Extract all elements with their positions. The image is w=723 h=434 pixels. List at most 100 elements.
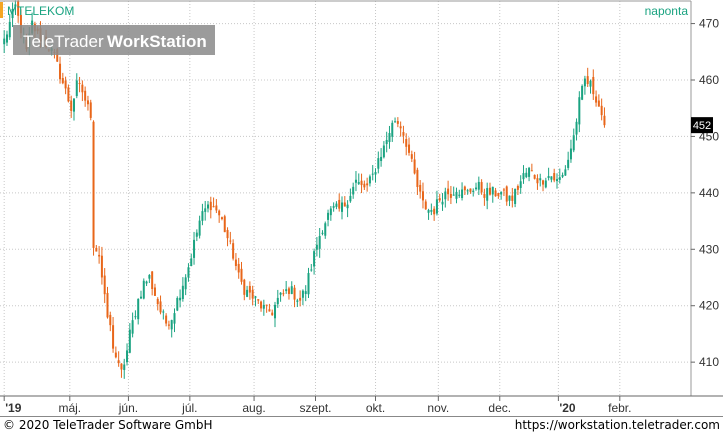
candle-body <box>8 21 11 38</box>
candle-body <box>243 279 246 295</box>
candle-body <box>463 186 466 191</box>
candle <box>126 343 129 366</box>
candle-body <box>516 186 519 190</box>
candle-body <box>193 239 196 258</box>
candle <box>265 304 268 313</box>
candle-body <box>327 212 330 220</box>
candle-body <box>519 181 522 188</box>
candle <box>123 358 126 379</box>
candle-body <box>313 251 316 267</box>
candle-body <box>126 350 129 363</box>
candle <box>151 271 154 296</box>
candle <box>494 187 497 197</box>
candle <box>95 244 98 252</box>
candle <box>193 231 196 265</box>
candle-body <box>293 287 296 300</box>
candle <box>433 206 436 221</box>
candle <box>106 286 109 319</box>
candle <box>139 290 142 300</box>
y-tick-label: 410 <box>699 355 719 369</box>
candle <box>480 179 483 195</box>
candle <box>555 173 558 189</box>
candle <box>296 298 299 307</box>
candle-body <box>276 297 279 305</box>
candle <box>324 221 327 239</box>
candle-body <box>413 159 416 174</box>
candle-body <box>338 199 341 209</box>
candle <box>142 278 145 300</box>
candle <box>491 186 494 203</box>
candle <box>332 202 335 212</box>
x-tick-label: nov. <box>427 401 449 415</box>
candle <box>444 187 447 208</box>
candle-body <box>430 210 433 212</box>
candle-body <box>522 173 525 180</box>
candle-body <box>240 268 243 282</box>
candle <box>176 296 179 312</box>
candle <box>572 128 575 153</box>
candle-body <box>209 201 212 211</box>
candle-body <box>528 167 531 177</box>
candle-body <box>396 121 399 124</box>
candle-body <box>597 100 600 107</box>
candle <box>59 56 62 84</box>
candle-body <box>410 154 413 159</box>
candle <box>455 187 458 204</box>
candle <box>201 203 204 226</box>
source-url[interactable]: https://workstation.teletrader.com <box>514 418 720 432</box>
candle-body <box>533 174 536 179</box>
watermark: TeleTrader WorkStation <box>13 25 215 55</box>
candle <box>299 290 302 307</box>
candle <box>134 310 137 320</box>
candle-body <box>458 194 461 196</box>
candle <box>388 125 391 149</box>
y-tick-label: 440 <box>699 186 719 200</box>
candle-body <box>542 180 545 185</box>
candle-body <box>491 186 494 195</box>
candle <box>349 188 352 203</box>
candle-body <box>500 191 503 195</box>
candle-body <box>17 1 20 16</box>
candle-body <box>206 204 210 209</box>
candle <box>246 285 249 298</box>
candle-body <box>595 96 598 103</box>
candle-body <box>232 243 235 259</box>
candle-body <box>469 188 472 192</box>
candle <box>435 190 438 216</box>
candle <box>528 166 531 182</box>
candle <box>391 120 394 142</box>
candle <box>536 174 539 190</box>
candle-body <box>285 289 288 292</box>
candle <box>3 30 6 54</box>
candle-body <box>257 299 260 301</box>
candle-body <box>234 259 237 266</box>
candles <box>3 0 606 379</box>
period-label[interactable]: naponta <box>645 4 689 18</box>
candle <box>452 186 455 196</box>
candle <box>408 137 411 156</box>
candle-body <box>109 314 112 326</box>
candle-body <box>112 325 115 349</box>
candle-body <box>215 205 218 211</box>
candle <box>542 179 545 192</box>
candle-body <box>444 191 447 200</box>
candle-body <box>271 312 274 316</box>
candle <box>600 98 603 121</box>
candle-body <box>388 133 391 143</box>
candle-body <box>486 188 489 201</box>
candle <box>128 323 131 354</box>
candle-body <box>195 232 198 237</box>
candle-body <box>441 201 444 205</box>
y-tick-label: 470 <box>699 17 719 31</box>
candle <box>564 165 567 176</box>
candle-body <box>114 352 117 358</box>
candle <box>262 299 265 316</box>
copyright-text: © 2020 TeleTrader Software GmbH <box>3 418 213 432</box>
candle <box>184 274 187 296</box>
candle <box>8 13 11 40</box>
candle <box>405 133 408 156</box>
candle-body <box>447 188 450 195</box>
symbol-label[interactable]: MTELEKOM <box>7 4 74 18</box>
candle <box>98 246 101 264</box>
